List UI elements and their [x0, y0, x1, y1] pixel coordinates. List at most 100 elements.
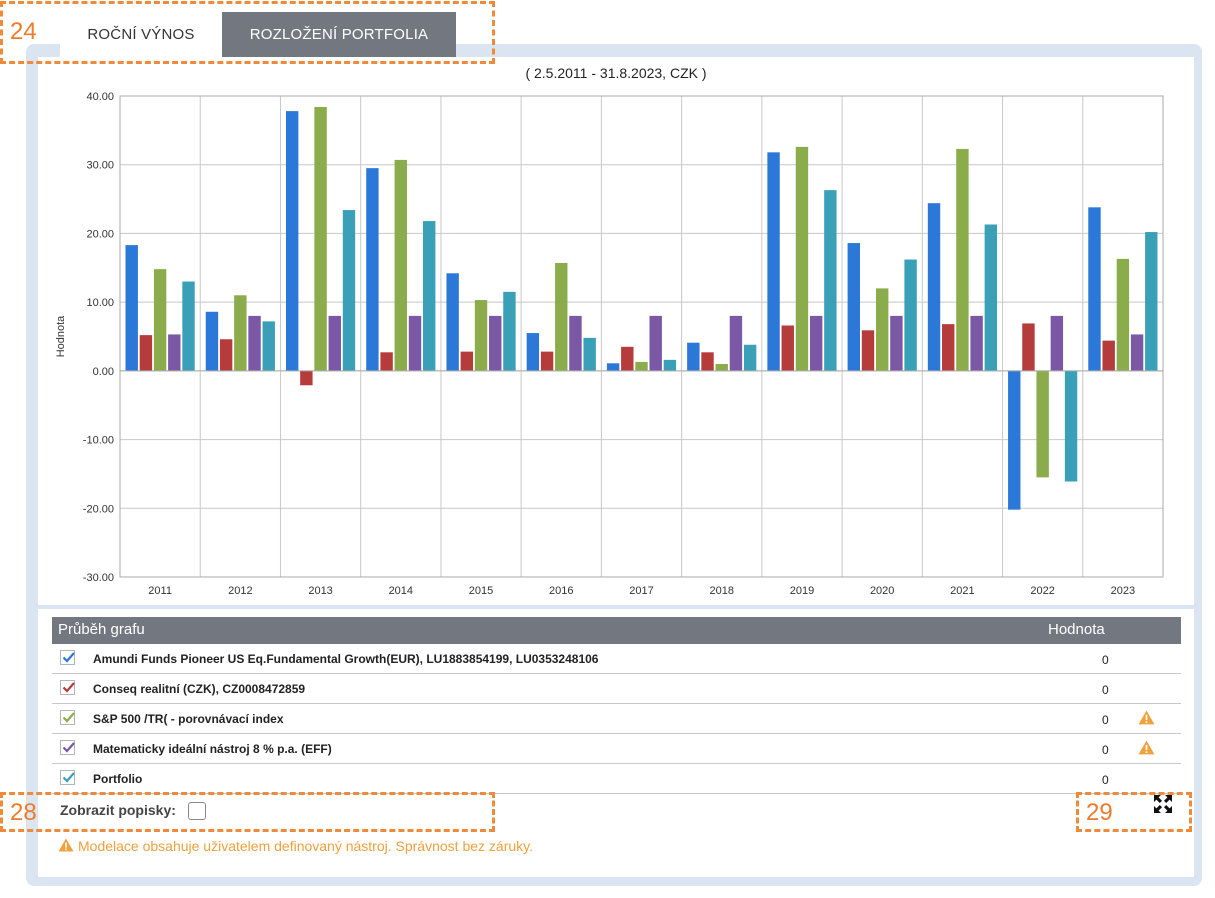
checkmark-icon [62, 682, 75, 693]
bar [1145, 232, 1158, 371]
y-tick-label: 20.00 [86, 228, 114, 240]
bar [1088, 207, 1101, 371]
legend-header-value: Hodnota [1048, 621, 1105, 638]
x-tick-label: 2019 [790, 585, 814, 597]
series-checkbox[interactable] [60, 650, 75, 665]
bar [1064, 370, 1078, 482]
bar [569, 315, 582, 371]
bar [847, 243, 860, 371]
bar [503, 291, 516, 371]
legend-series-name: S&P 500 /TR( - porovnávací index [93, 712, 284, 726]
bar [489, 315, 502, 371]
y-tick-label: -30.00 [83, 572, 114, 584]
x-tick-label: 2023 [1111, 585, 1135, 597]
legend-series-value: 0 [1102, 713, 1109, 727]
bar [342, 210, 356, 371]
annotation-box-24 [0, 1, 495, 64]
legend-series-value: 0 [1102, 743, 1109, 757]
bar [583, 337, 596, 371]
legend-table: Průběh grafu Hodnota Amundi Funds Pionee… [52, 617, 1181, 794]
bar [366, 168, 379, 371]
legend-series-value: 0 [1102, 773, 1109, 787]
bar [649, 315, 662, 371]
bar [890, 315, 903, 371]
series-checkbox[interactable] [60, 740, 75, 755]
bar [285, 111, 299, 371]
bar [687, 342, 700, 371]
bar [540, 351, 554, 371]
y-axis-label: Hodnota [55, 315, 67, 357]
bar [153, 269, 167, 371]
legend-series-value: 0 [1102, 653, 1109, 667]
bar [380, 352, 393, 371]
checkmark-icon [62, 742, 75, 753]
chart-container: ( 2.5.2011 - 31.8.2023, CZK ) 40.00 30.00… [38, 57, 1194, 605]
bar [942, 324, 955, 371]
checkmark-icon [62, 772, 75, 783]
x-tick-label: 2012 [228, 585, 252, 597]
legend-row: Amundi Funds Pioneer US Eq.Fundamental G… [52, 644, 1181, 674]
legend-row: Portfolio 0 [52, 764, 1181, 794]
bar [970, 315, 983, 371]
legend-series-name: Matematicky ideální nástroj 8 % p.a. (EF… [93, 742, 332, 756]
series-checkbox[interactable] [60, 770, 75, 785]
legend-row: Matematicky ideální nástroj 8 % p.a. (EF… [52, 734, 1181, 764]
bar [1036, 370, 1049, 478]
bar [474, 300, 488, 371]
bar [205, 311, 219, 371]
y-tick-label: 30.00 [86, 160, 114, 172]
legend-series-name: Portfolio [93, 772, 143, 786]
annotation-label-28: 28 [10, 799, 37, 826]
tab-portfolio-allocation[interactable]: ROZLOŽENÍ PORTFOLIA [222, 12, 456, 57]
bar [621, 346, 634, 371]
annotation-label-24: 24 [10, 18, 37, 45]
series-checkbox[interactable] [60, 680, 75, 695]
show-labels-checkbox[interactable] [187, 802, 206, 821]
x-tick-label: 2017 [629, 585, 653, 597]
bar [715, 363, 728, 371]
annotation-box-29 [1076, 792, 1192, 832]
legend-header: Průběh grafu Hodnota [52, 617, 1181, 644]
bar [555, 262, 568, 371]
bar [984, 224, 998, 371]
bar [182, 281, 195, 371]
bar [927, 203, 941, 371]
legend-rows: Amundi Funds Pioneer US Eq.Fundamental G… [52, 644, 1181, 794]
series-checkbox[interactable] [60, 710, 75, 725]
legend-series-name: Amundi Funds Pioneer US Eq.Fundamental G… [93, 652, 599, 666]
bar [795, 146, 809, 371]
bar [460, 351, 474, 371]
bar [408, 315, 422, 371]
bar [234, 295, 247, 371]
bar [526, 333, 540, 371]
x-tick-label: 2015 [469, 585, 493, 597]
plot-frame [119, 95, 1164, 578]
warning-note-text: Modelace obsahuje uživatelem definovaný … [78, 838, 533, 854]
bar [743, 344, 757, 371]
bar [1008, 370, 1021, 510]
bar [219, 339, 233, 371]
checkmark-icon [62, 712, 75, 723]
bar [125, 245, 138, 371]
y-tick-label: -10.00 [83, 435, 114, 447]
bar-chart: 40.00 30.00 20.00 10.00 0.00 -10.00 -20.00 -30.… [55, 91, 1164, 597]
bar [904, 259, 917, 371]
tab-bar: ROČNÍ VÝNOS ROZLOŽENÍ PORTFOLIA [60, 12, 456, 57]
bar [729, 315, 743, 371]
expand-button[interactable] [1154, 795, 1172, 818]
bar [139, 335, 153, 371]
x-tick-label: 2016 [549, 585, 573, 597]
bar [663, 359, 677, 371]
bar [956, 148, 969, 371]
bar [861, 330, 875, 371]
bar [1022, 323, 1035, 371]
legend-series-value: 0 [1102, 683, 1109, 697]
x-tick-label: 2018 [709, 585, 733, 597]
bar [781, 325, 794, 371]
tab-annual-return[interactable]: ROČNÍ VÝNOS [60, 12, 222, 57]
warning-triangle-icon [1138, 740, 1155, 758]
bar [701, 352, 714, 371]
annotation-box-28 [0, 792, 495, 832]
bar [394, 159, 408, 371]
warning-triangle-icon [1138, 710, 1155, 728]
